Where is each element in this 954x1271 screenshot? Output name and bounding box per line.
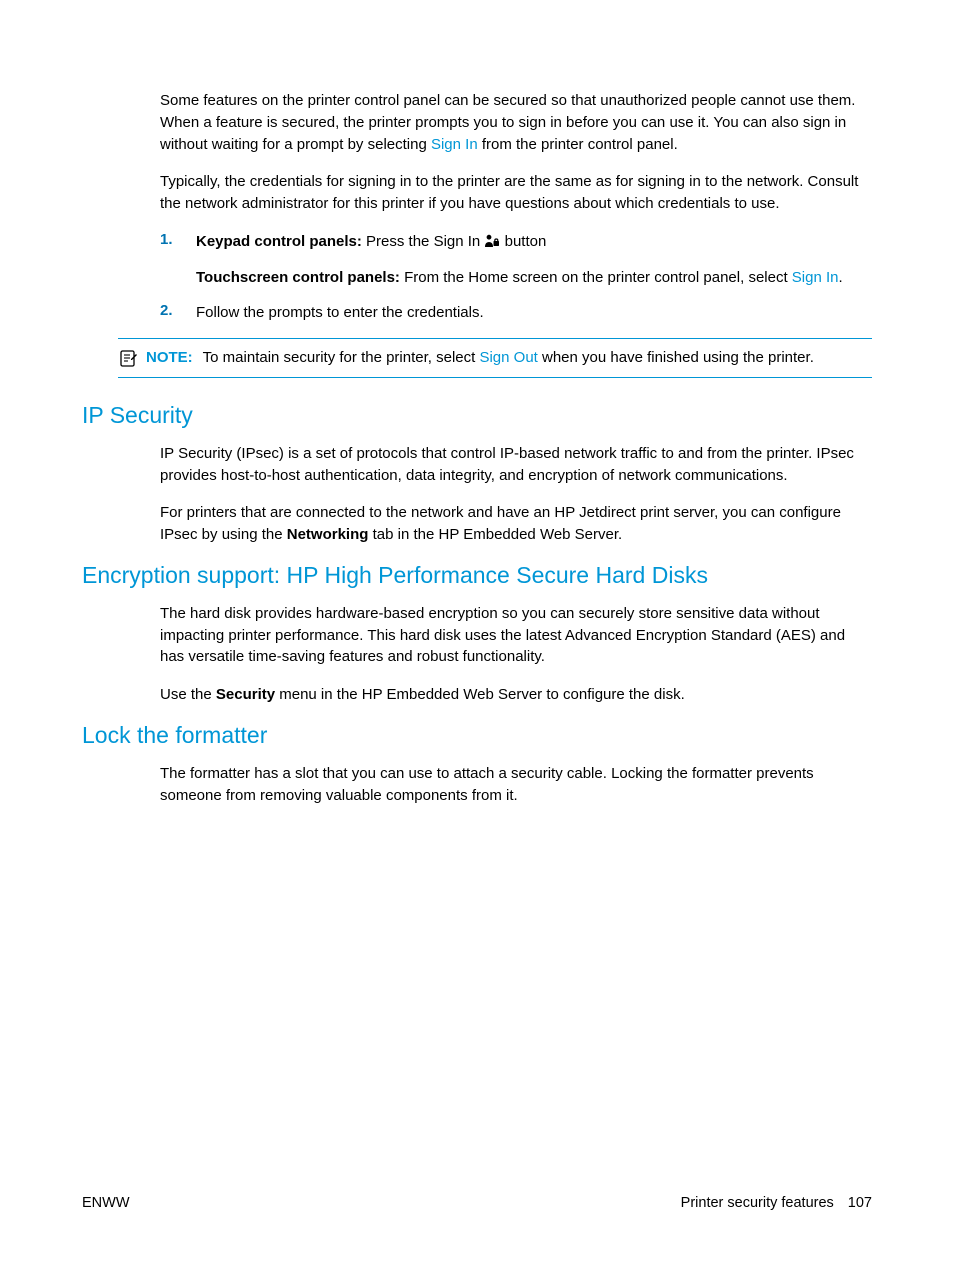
footer-left: ENWW <box>82 1195 130 1211</box>
keypad-label: Keypad control panels: <box>196 233 362 250</box>
heading-encryption: Encryption support: HP High Performance … <box>82 562 872 589</box>
note-text: NOTE: To maintain security for the printe… <box>146 347 814 369</box>
networking-bold: Networking <box>287 526 369 543</box>
text: Use the <box>160 686 216 703</box>
text: button <box>500 233 546 250</box>
step-2: 2. Follow the prompts to enter the crede… <box>160 302 872 324</box>
step-1-line-1: Keypad control panels: Press the Sign In… <box>196 231 872 253</box>
step-1: 1. Keypad control panels: Press the Sign… <box>160 231 872 289</box>
text: tab in the HP Embedded Web Server. <box>368 526 622 543</box>
sign-in-link[interactable]: Sign In <box>792 269 839 286</box>
step-body: Follow the prompts to enter the credenti… <box>196 302 872 324</box>
page-footer: ENWW Printer security features 107 <box>82 1195 872 1211</box>
intro-paragraph-1: Some features on the printer control pan… <box>160 90 872 155</box>
lock-paragraph-1: The formatter has a slot that you can us… <box>160 763 872 807</box>
note-icon <box>118 348 138 368</box>
intro-paragraph-2: Typically, the credentials for signing i… <box>160 171 872 215</box>
text: To maintain security for the printer, se… <box>203 349 480 366</box>
text: from the printer control panel. <box>478 136 678 153</box>
note-label: NOTE: <box>146 349 193 366</box>
security-bold: Security <box>216 686 275 703</box>
steps-list: 1. Keypad control panels: Press the Sign… <box>160 231 872 324</box>
ipsec-paragraph-1: IP Security (IPsec) is a set of protocol… <box>160 443 872 487</box>
heading-lock-formatter: Lock the formatter <box>82 722 872 749</box>
encryption-paragraph-2: Use the Security menu in the HP Embedded… <box>160 684 872 706</box>
heading-ip-security: IP Security <box>82 402 872 429</box>
step-number: 2. <box>160 302 196 324</box>
text: menu in the HP Embedded Web Server to co… <box>275 686 685 703</box>
text: when you have finished using the printer… <box>538 349 814 366</box>
step-number: 1. <box>160 231 196 289</box>
document-page: Some features on the printer control pan… <box>0 0 954 1271</box>
sign-in-link[interactable]: Sign In <box>431 136 478 153</box>
footer-page-number: 107 <box>848 1195 872 1211</box>
text: . <box>839 269 843 286</box>
sign-out-link[interactable]: Sign Out <box>479 349 537 366</box>
text: From the Home screen on the printer cont… <box>400 269 792 286</box>
step-body: Keypad control panels: Press the Sign In… <box>196 231 872 289</box>
sign-in-icon <box>484 233 500 247</box>
encryption-paragraph-1: The hard disk provides hardware-based en… <box>160 603 872 668</box>
content-body: Some features on the printer control pan… <box>82 90 872 806</box>
footer-right: Printer security features 107 <box>681 1195 872 1211</box>
footer-section-label: Printer security features <box>681 1195 834 1211</box>
note-callout: NOTE: To maintain security for the printe… <box>118 338 872 378</box>
touchscreen-label: Touchscreen control panels: <box>196 269 400 286</box>
step-1-line-2: Touchscreen control panels: From the Hom… <box>196 267 872 289</box>
text: Press the Sign In <box>362 233 485 250</box>
ipsec-paragraph-2: For printers that are connected to the n… <box>160 502 872 546</box>
